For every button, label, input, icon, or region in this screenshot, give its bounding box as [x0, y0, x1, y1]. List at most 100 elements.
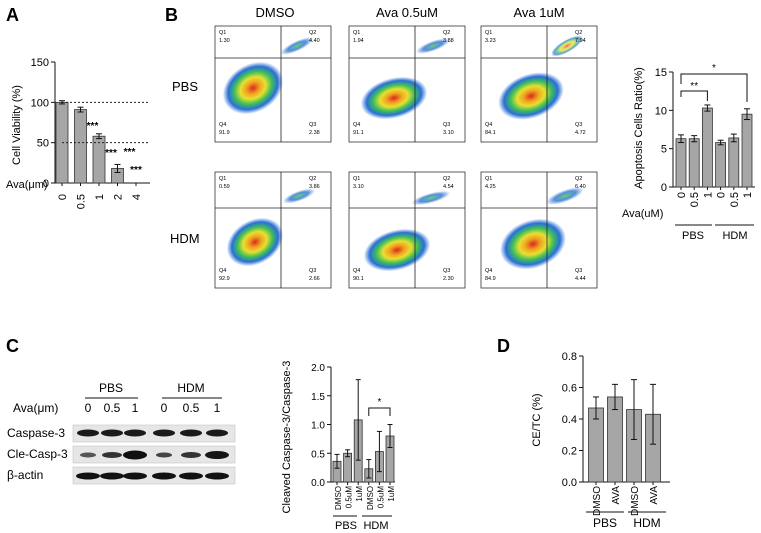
significance-stars: ***	[105, 148, 117, 159]
bar	[92, 135, 106, 184]
y-tick-label: 1.0	[311, 421, 325, 432]
y-tick-label: 50	[37, 138, 49, 150]
significance-stars: *	[377, 397, 381, 408]
x-tick-label: 0	[716, 192, 728, 198]
quadrant-value: 84.1	[485, 130, 496, 136]
quadrant-value: 92.9	[219, 276, 230, 282]
quadrant-value: 1.94	[353, 38, 364, 44]
blot-band-label: Cle-Casp-3	[7, 447, 68, 461]
quadrant-name: Q1	[219, 30, 226, 36]
x-tick-label: DMSO	[366, 486, 375, 510]
western-blot: PBS HDM Ava(μm) 0 0.5 1 0 0.5 1 Caspase-…	[7, 381, 236, 485]
chart-a: Cell Viability (%) Ava(μm) 0 50 100 150 0 0.5…	[6, 57, 150, 209]
y-tick-label: 0	[43, 178, 49, 190]
significance-stars: ***	[87, 121, 99, 132]
blot-band	[76, 472, 100, 480]
quadrant-value: 4.44	[575, 276, 586, 282]
chart-b: Apoptosis Cells Ratio(%) Ava(uM) 0510150…	[622, 63, 755, 242]
quadrant-value: 3.86	[309, 184, 320, 190]
flow-plot: Q1 0.59 Q2 3.86 Q4 92.9 Q3 2.66	[214, 171, 332, 289]
y-tick-label: 0.5	[311, 449, 325, 460]
panel-label-d: D	[497, 336, 510, 356]
bar	[728, 137, 740, 188]
flow-plot-density	[222, 61, 284, 115]
flow-plot-density	[498, 72, 564, 120]
x-tick-label: 1uM	[387, 486, 396, 502]
x-tick-label: 1	[742, 192, 754, 198]
y-tick-label: 0.0	[311, 478, 325, 489]
flow-plot-scatter	[546, 187, 584, 205]
blot-band	[179, 472, 203, 480]
quadrant-value: 1.30	[219, 38, 230, 44]
blot-band	[156, 452, 172, 458]
flow-row-header: HDM	[170, 231, 200, 246]
blot-band	[205, 472, 229, 480]
quadrant-name: Q4	[219, 122, 226, 128]
chart-b-ylabel: Apoptosis Cells Ratio(%)	[633, 67, 645, 189]
quadrant-value: 2.30	[443, 276, 454, 282]
blot-band	[80, 452, 96, 458]
flow-plots: Q1 1.30 Q2 4.40 Q4 91.9 Q3 2.38 Q1 1.94 …	[214, 25, 598, 289]
y-tick-label: 0.0	[562, 477, 577, 489]
quadrant-name: Q1	[353, 176, 360, 182]
quadrant-name: Q3	[575, 122, 582, 128]
quadrant-name: Q2	[309, 176, 316, 182]
y-tick-label: 0.4	[562, 414, 577, 426]
flow-col-header: Ava 1uM	[513, 5, 564, 20]
quadrant-value: 4.25	[485, 184, 496, 190]
chart-d-ylabel: CE/TC (%)	[531, 393, 543, 446]
x-tick-label: 0.5	[729, 192, 741, 207]
x-tick-label: AVA	[649, 486, 660, 505]
blot-lane-dose: 1	[132, 401, 139, 415]
quadrant-value: 7.94	[575, 38, 586, 44]
x-tick-label: 0	[676, 192, 688, 198]
quadrant-name: Q2	[309, 30, 316, 36]
quadrant-name: Q4	[353, 268, 360, 274]
group-label: HDM	[363, 520, 388, 532]
blot-membrane	[72, 445, 236, 464]
flow-plot-scatter	[551, 35, 583, 57]
significance-stars: ***	[130, 165, 142, 176]
quadrant-value: 3.23	[485, 38, 496, 44]
x-tick-label: DMSO	[592, 486, 603, 516]
group-label: HDM	[633, 516, 660, 530]
x-tick-label: 2	[113, 194, 125, 200]
chart-a-xlabel: Ava(μm)	[6, 179, 48, 191]
quadrant-name: Q1	[353, 30, 360, 36]
x-tick-label: 0.5uM	[376, 486, 385, 509]
flow-row-header: PBS	[172, 79, 198, 94]
x-tick-label: 0.5	[689, 192, 701, 207]
panel-label-b: B	[165, 5, 178, 25]
quadrant-value: 3.88	[443, 38, 454, 44]
quadrant-name: Q3	[575, 268, 582, 274]
x-tick-label: 0	[57, 194, 69, 200]
flow-plot: Q1 3.23 Q2 7.94 Q4 84.1 Q3 4.72	[480, 25, 598, 143]
quadrant-name: Q3	[309, 268, 316, 274]
y-tick-label: 15	[655, 67, 667, 79]
significance-stars: *	[712, 63, 716, 74]
quadrant-value: 90.1	[353, 276, 364, 282]
y-tick-label: 2.0	[311, 363, 325, 374]
quadrant-name: Q4	[485, 268, 492, 274]
group-label: PBS	[682, 230, 704, 242]
chart-c: Cleaved Caspase-3/Caspase-3 0.0 0.5 1.0 1.5…	[281, 361, 396, 532]
flow-plot-scatter	[415, 38, 451, 54]
quadrant-name: Q2	[443, 30, 450, 36]
quadrant-name: Q2	[575, 30, 582, 36]
quadrant-value: 3.10	[353, 184, 364, 190]
y-tick-label: 0.8	[562, 351, 577, 363]
blot-band	[206, 429, 228, 437]
quadrant-value: 0.59	[219, 184, 230, 190]
significance-stars: **	[690, 81, 698, 92]
blot-band	[77, 429, 99, 437]
quadrant-name: Q4	[485, 122, 492, 128]
panel-label-c: C	[6, 336, 19, 356]
chart-d: CE/TC (%) 0.0 0.2 0.4 0.6 0.8 DMSO AVA DMSO AVA P…	[531, 351, 670, 530]
blot-lane-dose: 0.5	[104, 401, 121, 415]
y-tick-label: 0.2	[562, 446, 577, 458]
x-tick-label: 0.5	[76, 194, 88, 209]
significance-stars: ***	[124, 147, 136, 158]
quadrant-name: Q4	[353, 122, 360, 128]
x-tick-label: 0.5uM	[345, 486, 354, 509]
